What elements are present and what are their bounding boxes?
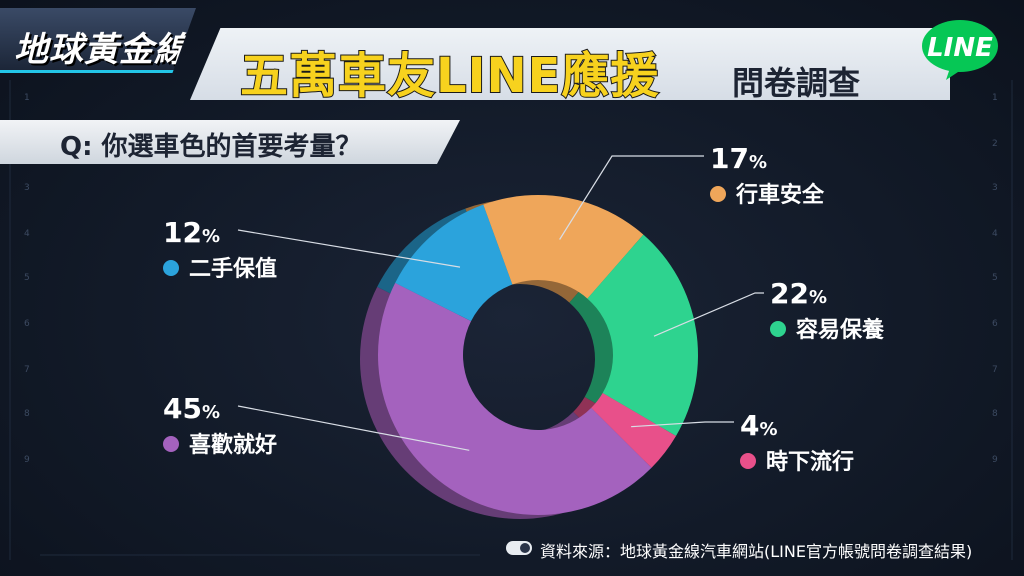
donut-slice-2: [591, 392, 677, 468]
svg-text:5: 5: [992, 273, 998, 283]
svg-text:8: 8: [992, 409, 998, 419]
line-logo-icon: LINE: [922, 20, 998, 80]
source-note: 資料來源：地球黃金線汽車網站(LINE官方帳號問卷調查結果): [540, 542, 973, 561]
question-bar: [0, 120, 460, 164]
leader-line-1: [653, 292, 764, 337]
slice-category-label-1: 容易保養: [796, 317, 884, 343]
svg-text:5: 5: [24, 273, 30, 283]
slice-value-label-0: 17%: [710, 142, 767, 175]
legend-dot-0: [710, 186, 726, 202]
svg-text:8: 8: [24, 409, 30, 419]
line-badge-text: LINE: [927, 33, 993, 63]
donut-slice-0: [483, 195, 644, 299]
brand-logo: 地球黃金線: [0, 8, 196, 73]
header-bar: 地球黃金線 五萬車友LINE應援 問卷調查 LINE: [0, 0, 1024, 105]
svg-text:4: 4: [24, 229, 30, 239]
brand-logo-text: 地球黃金線: [14, 30, 189, 70]
slice-category-label-0: 行車安全: [735, 182, 825, 208]
slice-value-label-2: 4%: [740, 409, 778, 442]
leader-line-0: [559, 155, 704, 240]
svg-text:1: 1: [24, 93, 30, 103]
donut-slice-4: [395, 204, 513, 322]
svg-text:3: 3: [24, 183, 30, 193]
legend-dot-1: [770, 321, 786, 337]
legend-dot-3: [163, 436, 179, 452]
svg-text:6: 6: [992, 319, 998, 329]
donut-slice-1: [587, 234, 698, 436]
leader-line-3: [237, 405, 470, 451]
leader-line-2: [631, 421, 734, 428]
legend-dot-2: [740, 453, 756, 469]
question-text: Q: 你選車色的首要考量？: [60, 132, 362, 162]
page-title: 五萬車友LINE應援: [239, 47, 660, 105]
slice-value-label-1: 22%: [770, 277, 827, 310]
slice-value-label-3: 45%: [163, 392, 220, 425]
svg-text:1: 1: [992, 93, 998, 103]
svg-text:9: 9: [24, 455, 30, 465]
slice-category-label-2: 時下流行: [766, 449, 854, 475]
svg-text:9: 9: [992, 455, 998, 465]
slice-value-label-4: 12%: [163, 216, 220, 249]
svg-text:7: 7: [24, 365, 30, 375]
title-panel: [190, 28, 950, 100]
page-subtitle: 問卷調查: [732, 64, 861, 102]
leader-line-4: [237, 229, 461, 268]
legend-dot-4: [163, 260, 179, 276]
svg-text:7: 7: [992, 365, 998, 375]
donut-slice-3: [378, 282, 652, 515]
toggle-icon: [506, 541, 532, 555]
svg-text:3: 3: [992, 183, 998, 193]
slice-category-label-3: 喜歡就好: [189, 432, 277, 458]
svg-text:6: 6: [24, 319, 30, 329]
svg-text:2: 2: [992, 139, 998, 149]
slice-category-label-4: 二手保值: [189, 256, 277, 282]
svg-text:4: 4: [992, 229, 998, 239]
